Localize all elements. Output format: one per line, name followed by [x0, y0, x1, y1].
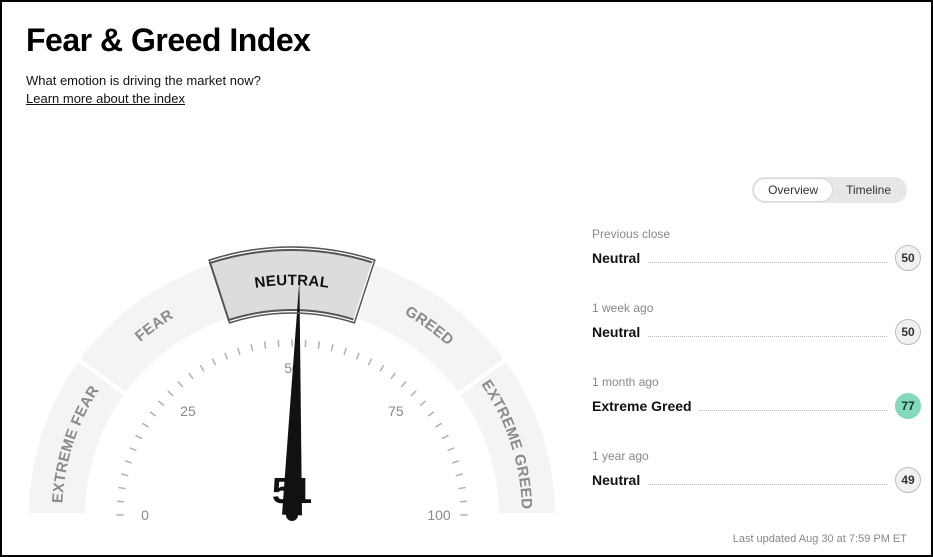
tab-timeline[interactable]: Timeline — [832, 179, 905, 201]
history-period-label: 1 week ago — [592, 301, 921, 315]
history-row: Previous close Neutral 50 — [592, 227, 921, 271]
view-toggle: Overview Timeline — [752, 177, 907, 203]
fear-greed-gauge: 0255075100EXTREME FEARFEARNEUTRALGREEDEX… — [12, 220, 572, 525]
history-sentiment-text: Extreme Greed — [592, 398, 692, 414]
history-divider — [700, 410, 887, 411]
history-value-badge: 50 — [895, 245, 921, 271]
history-sentiment-text: Neutral — [592, 250, 640, 266]
tab-overview[interactable]: Overview — [754, 179, 832, 201]
gauge-value: 51 — [272, 470, 312, 511]
history-value-badge: 50 — [895, 319, 921, 345]
history-row: 1 year ago Neutral 49 — [592, 449, 921, 493]
history-divider — [648, 484, 887, 485]
history-sentiment-text: Neutral — [592, 472, 640, 488]
history-sentiment-text: Neutral — [592, 324, 640, 340]
history-value-badge: 77 — [895, 393, 921, 419]
gauge-tick-label: 75 — [388, 403, 404, 419]
history-row: 1 month ago Extreme Greed 77 — [592, 375, 921, 419]
history-value-badge: 49 — [895, 467, 921, 493]
history-divider — [648, 262, 887, 263]
page-title: Fear & Greed Index — [26, 22, 907, 59]
gauge-tick-label: 25 — [180, 403, 196, 419]
gauge-container: 0255075100EXTREME FEARFEARNEUTRALGREEDEX… — [12, 212, 572, 525]
history-period-label: 1 year ago — [592, 449, 921, 463]
gauge-tick-label: 100 — [427, 507, 451, 523]
last-updated-text: Last updated Aug 30 at 7:59 PM ET — [733, 533, 907, 545]
subtitle-text: What emotion is driving the market now? — [26, 73, 907, 88]
history-list: Previous close Neutral 50 1 week ago Neutral… — [572, 212, 921, 525]
history-period-label: 1 month ago — [592, 375, 921, 389]
history-divider — [648, 336, 887, 337]
learn-more-link[interactable]: Learn more about the index — [26, 91, 185, 106]
history-row: 1 week ago Neutral 50 — [592, 301, 921, 345]
history-period-label: Previous close — [592, 227, 921, 241]
gauge-tick-label: 0 — [141, 507, 149, 523]
